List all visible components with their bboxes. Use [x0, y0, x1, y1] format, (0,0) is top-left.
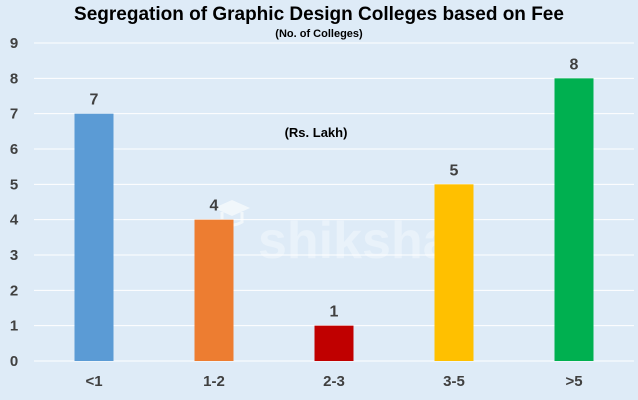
x-tick-label: 1-2 [203, 373, 225, 390]
x-tick-label: >5 [565, 373, 582, 390]
x-tick-label: 3-5 [443, 373, 465, 390]
gridlines [34, 42, 634, 362]
chart-subtitle: (No. of Colleges) [275, 28, 363, 40]
y-axis-ticks: 0 1 2 3 4 5 6 7 8 9 [10, 35, 19, 370]
bar [314, 325, 354, 361]
watermark-logo: shiksha [214, 200, 453, 270]
x-axis-ticks: <1 1-2 2-3 3-5 >5 [85, 373, 582, 390]
data-label: 1 [330, 304, 339, 321]
data-label: 8 [570, 56, 579, 73]
chart-title: Segregation of Graphic Design Colleges b… [74, 4, 564, 25]
data-label: 7 [90, 92, 99, 109]
bar [554, 78, 594, 361]
y-tick-label: 0 [10, 353, 18, 370]
y-tick-label: 8 [10, 70, 18, 87]
data-labels: 7 4 1 5 8 [90, 56, 579, 320]
x-tick-label: <1 [85, 373, 102, 390]
bar [434, 184, 474, 361]
y-tick-label: 1 [10, 318, 18, 335]
bar [74, 113, 114, 362]
x-tick-label: 2-3 [323, 373, 345, 390]
y-tick-label: 6 [10, 141, 18, 158]
watermark-text: shiksha [258, 212, 453, 270]
y-tick-label: 4 [10, 212, 19, 229]
chart-annotation: (Rs. Lakh) [285, 125, 348, 140]
data-label: 4 [210, 198, 219, 215]
y-tick-label: 7 [10, 106, 18, 123]
y-tick-label: 5 [10, 176, 18, 193]
y-tick-label: 3 [10, 247, 18, 264]
graduation-cap-icon [214, 200, 250, 216]
bar [194, 219, 234, 361]
data-label: 5 [450, 162, 459, 179]
bars [74, 78, 594, 362]
y-tick-label: 9 [10, 35, 18, 52]
y-tick-label: 2 [10, 282, 18, 299]
